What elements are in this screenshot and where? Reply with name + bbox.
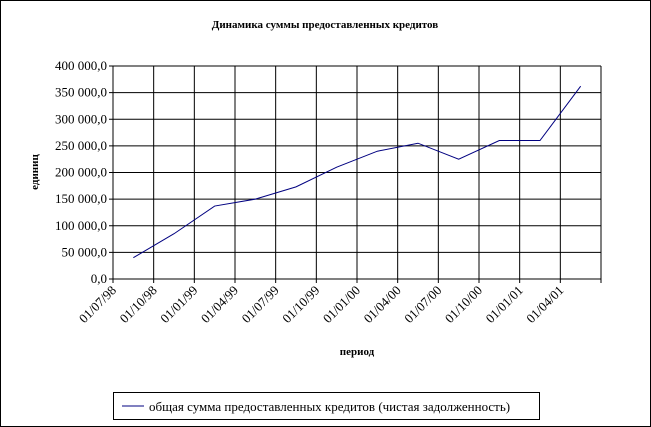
y-tick-label: 50 000,0	[62, 244, 108, 259]
legend-box	[113, 392, 540, 420]
y-tick-label: 300 000,0	[55, 111, 107, 126]
chart-title: Динамика суммы предоставленных кредитов	[212, 19, 439, 31]
y-tick-label: 200 000,0	[55, 165, 107, 180]
y-tick-label: 0,0	[91, 271, 107, 286]
legend-label: общая сумма предоставленных кредитов (чи…	[149, 399, 510, 414]
y-tick-label: 100 000,0	[55, 218, 107, 233]
y-tick-label: 400 000,0	[55, 58, 107, 73]
y-axis-label: единиц	[29, 154, 41, 190]
y-tick-label: 250 000,0	[55, 138, 107, 153]
y-tick-label: 150 000,0	[55, 191, 107, 206]
data-line	[133, 85, 582, 259]
y-tick-label: 350 000,0	[55, 85, 107, 100]
x-axis-label: период	[340, 346, 375, 358]
